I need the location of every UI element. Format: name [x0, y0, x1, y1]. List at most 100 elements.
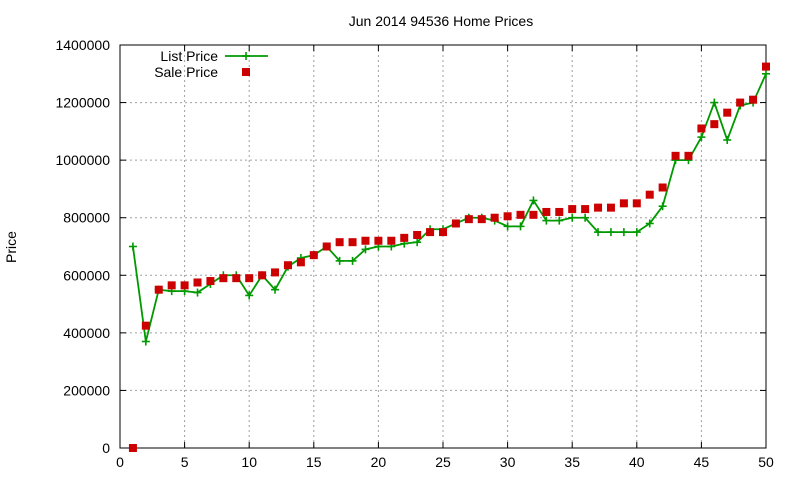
data-point-sale-price [309, 251, 318, 260]
data-point-sale-price [503, 212, 512, 221]
data-point-sale-price [232, 274, 241, 283]
data-point-sale-price [697, 124, 706, 133]
x-tick-label: 0 [116, 454, 124, 470]
data-point-sale-price [374, 236, 383, 245]
x-tick-label: 20 [371, 454, 387, 470]
data-point-list-price [413, 238, 422, 247]
data-point-list-price [619, 228, 628, 237]
data-point-list-price [723, 135, 732, 144]
legend-marker-sale-price [242, 68, 250, 76]
axis-ticks: 0 5 10 15 20 25 30 35 40 45 50 0 200000 400000 600000 8… [55, 37, 774, 470]
y-tick-label: 1200000 [55, 95, 110, 111]
data-point-list-price [361, 245, 370, 254]
data-point-list-price [632, 228, 641, 237]
data-point-sale-price [477, 215, 486, 224]
data-point-list-price [555, 216, 564, 225]
data-point-sale-price [581, 205, 590, 214]
data-point-sale-price [361, 236, 370, 245]
y-tick-label: 400000 [63, 325, 110, 341]
data-point-list-price [568, 213, 577, 222]
data-point-list-price [606, 228, 615, 237]
data-point-sale-price [632, 199, 641, 208]
x-tick-label: 10 [241, 454, 257, 470]
data-point-list-price [645, 219, 654, 228]
data-point-sale-price [296, 258, 305, 267]
legend: List Price Sale Price [154, 48, 268, 80]
x-tick-label: 40 [629, 454, 645, 470]
data-point-sale-price [749, 95, 758, 104]
data-point-sale-price [426, 228, 435, 237]
data-point-list-price [710, 98, 719, 107]
data-point-sale-price [736, 98, 745, 107]
x-tick-label: 5 [181, 454, 189, 470]
data-point-sale-price [258, 271, 267, 280]
data-point-list-price [348, 256, 357, 265]
data-point-list-price [697, 133, 706, 142]
data-point-sale-price [451, 219, 460, 228]
data-point-sale-price [671, 151, 680, 160]
series [128, 62, 770, 452]
y-axis-label: Price [3, 231, 19, 263]
data-point-sale-price [723, 108, 732, 117]
data-point-sale-price [413, 230, 422, 239]
x-tick-label: 25 [435, 454, 451, 470]
data-point-list-price [658, 202, 667, 211]
data-point-sale-price [464, 215, 473, 224]
data-point-sale-price [684, 151, 693, 160]
data-point-sale-price [128, 444, 137, 452]
data-point-sale-price [555, 207, 564, 216]
data-point-sale-price [400, 233, 409, 242]
x-tick-label: 50 [758, 454, 774, 470]
legend-sample-sale-price [242, 68, 250, 76]
data-point-list-price [503, 222, 512, 231]
y-tick-label: 800000 [63, 210, 110, 226]
data-point-sale-price [193, 278, 202, 287]
grid [120, 45, 766, 448]
chart-title: Jun 2014 94536 Home Prices [349, 13, 533, 29]
data-point-list-price [245, 291, 254, 300]
data-point-list-price [581, 213, 590, 222]
x-tick-label: 45 [694, 454, 710, 470]
data-point-sale-price [219, 274, 228, 283]
data-point-sale-price [516, 210, 525, 219]
data-point-sale-price [658, 183, 667, 192]
data-point-sale-price [322, 242, 331, 251]
data-point-sale-price [167, 281, 176, 290]
data-point-sale-price [180, 281, 189, 290]
data-point-list-price [762, 69, 770, 78]
legend-sample-list-price [225, 52, 268, 60]
legend-marker-list-price [242, 52, 250, 60]
x-tick-label: 30 [500, 454, 516, 470]
legend-label-list-price: List Price [160, 48, 218, 64]
data-point-list-price [542, 216, 551, 225]
data-point-sale-price [387, 236, 396, 245]
series-line-list-price [132, 73, 767, 342]
data-point-list-price [516, 222, 525, 231]
data-point-sale-price [529, 210, 538, 219]
data-point-list-price [141, 337, 150, 346]
y-tick-label: 200000 [63, 382, 110, 398]
data-point-sale-price [271, 268, 280, 277]
data-point-sale-price [645, 190, 654, 199]
data-point-list-price [128, 242, 137, 251]
y-tick-label: 600000 [63, 267, 110, 283]
data-point-sale-price [245, 274, 254, 283]
data-point-sale-price [606, 203, 615, 212]
data-point-list-price [193, 288, 202, 297]
legend-label-sale-price: Sale Price [154, 64, 218, 80]
data-point-sale-price [141, 321, 150, 330]
data-point-sale-price [206, 277, 215, 286]
data-point-sale-price [439, 228, 447, 237]
y-tick-label: 1000000 [55, 152, 110, 168]
data-point-list-price [594, 228, 603, 237]
data-point-sale-price [490, 213, 499, 222]
data-point-sale-price [154, 285, 163, 294]
data-point-sale-price [283, 261, 292, 270]
data-point-sale-price [710, 120, 719, 129]
data-point-list-price [529, 196, 538, 205]
data-point-sale-price [542, 207, 551, 216]
data-point-sale-price [568, 205, 577, 214]
data-point-sale-price [335, 238, 344, 247]
y-tick-label: 1400000 [55, 37, 110, 53]
